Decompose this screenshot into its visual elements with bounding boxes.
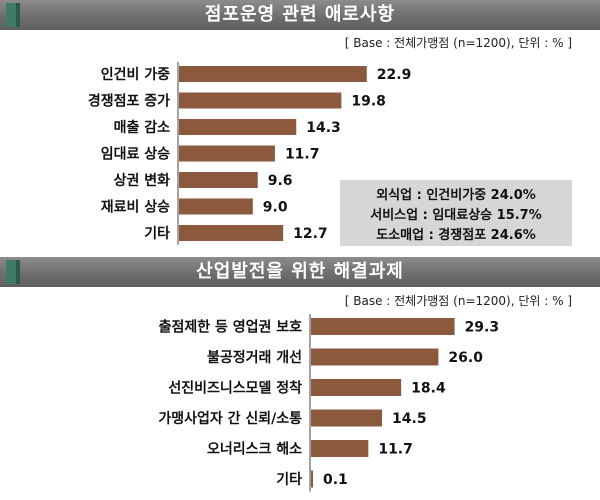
p1-value-label: 19.8 [351, 94, 386, 110]
p2-bar [311, 348, 439, 366]
panel1-base-note: [ Base : 전체가맹점 (n=1200), 단위 : % ] [344, 36, 572, 50]
callout-line-retail: 도소매업 : 경쟁점포 24.6% [376, 228, 536, 243]
p2-category-label: 기타 [276, 472, 302, 488]
p1-category-label: 기타 [144, 226, 170, 242]
p1-category-label: 인건비 가중 [101, 66, 170, 83]
header-accent-stripe [16, 3, 20, 27]
p2-category-label: 선진비즈니스모델 정착 [168, 380, 302, 397]
p2-bar [311, 470, 313, 488]
p1-value-label: 14.3 [306, 120, 341, 136]
p1-category-label: 임대료 상승 [101, 147, 170, 163]
p1-bar [179, 66, 367, 82]
p1-category-label: 매출 감소 [114, 119, 171, 136]
panel2-base-note: [ Base : 전체가맹점 (n=1200), 단위 : % ] [344, 294, 572, 308]
p1-bar [179, 198, 253, 215]
p1-bar [179, 172, 258, 188]
p1-bar [179, 119, 297, 135]
p1-value-label: 11.7 [285, 147, 320, 163]
sector-callout: 외식업 : 인건비가중 24.0% 서비스업 : 임대료상승 15.7% 도소매… [340, 180, 572, 246]
p2-bar [311, 318, 455, 335]
panel1-header: 점포운영 관련 애로사항 [0, 0, 600, 30]
p2-category-label: 불공정거래 개선 [207, 349, 302, 366]
header-accent-icon [6, 3, 16, 27]
p1-bar [179, 225, 284, 241]
p1-value-label: 9.0 [263, 200, 288, 216]
p2-category-label: 가맹사업자 간 신뢰/소통 [158, 410, 302, 427]
p2-category-label: 출점제한 등 영업권 보호 [159, 319, 303, 336]
callout-line-service: 서비스업 : 임대료상승 15.7% [370, 208, 542, 223]
p1-category-label: 재료비 상승 [101, 200, 170, 216]
p1-category-label: 경쟁점포 증가 [88, 93, 170, 110]
p1-value-label: 12.7 [293, 226, 328, 242]
p2-value-label: 26.0 [448, 350, 483, 366]
p1-bar [179, 145, 275, 162]
p2-bar [311, 379, 402, 396]
p2-category-label: 오너리스크 해소 [207, 442, 302, 458]
p1-bar [179, 92, 342, 109]
p1-value-label: 9.6 [268, 173, 293, 189]
header-accent-stripe [16, 260, 20, 284]
p2-bar [311, 409, 383, 427]
callout-line-restaurant: 외식업 : 인건비가중 24.0% [376, 188, 536, 203]
p1-value-label: 22.9 [377, 67, 412, 83]
panel1-title: 점포운영 관련 애로사항 [204, 4, 396, 25]
p2-value-label: 29.3 [465, 320, 500, 336]
p2-bar [311, 440, 369, 457]
panel2-header: 산업발전을 위한 해결과제 [0, 257, 600, 287]
header-accent-icon [6, 260, 16, 284]
p1-category-label: 상권 변화 [114, 173, 171, 189]
p2-value-label: 11.7 [378, 442, 413, 458]
p2-value-label: 18.4 [411, 381, 446, 397]
panel2-title: 산업발전을 위한 해결과제 [196, 261, 404, 282]
p2-value-label: 14.5 [392, 411, 427, 427]
p2-value-label: 0.1 [323, 472, 348, 488]
